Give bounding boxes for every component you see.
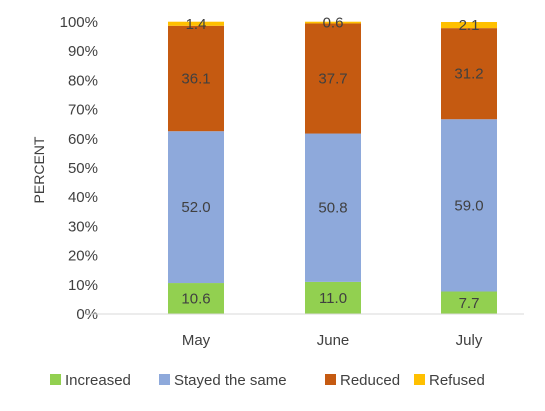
x-category-label: June xyxy=(317,332,350,349)
data-label: 11.0 xyxy=(319,290,347,307)
data-label: 1.4 xyxy=(186,16,207,33)
data-label: 52.0 xyxy=(181,199,210,216)
bar-segment-increased xyxy=(305,281,361,314)
y-tick-label: 80% xyxy=(68,72,98,89)
legend-swatch xyxy=(50,374,61,385)
bar-segment-increased xyxy=(168,283,224,314)
legend: Increased Stayed the same Reduced Refused xyxy=(50,372,485,389)
y-axis-ticks: 0%10%20%30%40%50%60%70%80%90%100% xyxy=(60,14,98,323)
data-label: 10.6 xyxy=(181,291,210,308)
legend-label: Increased xyxy=(65,372,131,389)
x-axis-labels: May June July xyxy=(182,332,483,349)
legend-swatch xyxy=(159,374,170,385)
data-label: 7.7 xyxy=(459,295,480,312)
data-label: 31.2 xyxy=(454,66,483,83)
data-label: 36.1 xyxy=(181,71,210,88)
bar-segment-increased xyxy=(441,291,497,314)
bar-segment-stayed-the-same xyxy=(305,133,361,282)
data-label: 0.6 xyxy=(323,15,344,32)
bar-segment-stayed-the-same xyxy=(168,131,224,284)
legend-label: Stayed the same xyxy=(174,372,287,389)
y-tick-label: 20% xyxy=(68,248,98,265)
data-label: 50.8 xyxy=(318,200,347,217)
bar-segment-stayed-the-same xyxy=(441,119,497,292)
y-tick-label: 100% xyxy=(60,14,98,31)
bars: 10.6 52.0 36.1 1.4 11.0 50.8 37.7 0.6 7.7 59.0 31.… xyxy=(168,15,497,314)
y-tick-label: 70% xyxy=(68,102,98,119)
data-label: 37.7 xyxy=(318,71,347,88)
x-category-label: July xyxy=(456,332,483,349)
y-tick-label: 60% xyxy=(68,131,98,148)
bar-segment-reduced xyxy=(441,28,497,120)
bar-segment-refused xyxy=(441,22,497,29)
y-tick-label: 10% xyxy=(68,277,98,294)
y-tick-label: 50% xyxy=(68,160,98,177)
data-label: 2.1 xyxy=(459,17,480,34)
y-tick-label: 30% xyxy=(68,218,98,235)
y-tick-label: 90% xyxy=(68,43,98,60)
data-label: 59.0 xyxy=(454,197,483,214)
legend-swatch xyxy=(414,374,425,385)
bar-segment-reduced xyxy=(168,25,224,132)
x-category-label: May xyxy=(182,332,211,349)
y-tick-label: 40% xyxy=(68,189,98,206)
bar-segment-refused xyxy=(305,21,361,24)
legend-swatch xyxy=(325,374,336,385)
bar-segment-refused xyxy=(168,21,224,26)
bar-segment-reduced xyxy=(305,23,361,134)
y-axis-title: PERCENT xyxy=(31,136,47,203)
legend-label: Reduced xyxy=(340,372,400,389)
legend-label: Refused xyxy=(429,372,485,389)
